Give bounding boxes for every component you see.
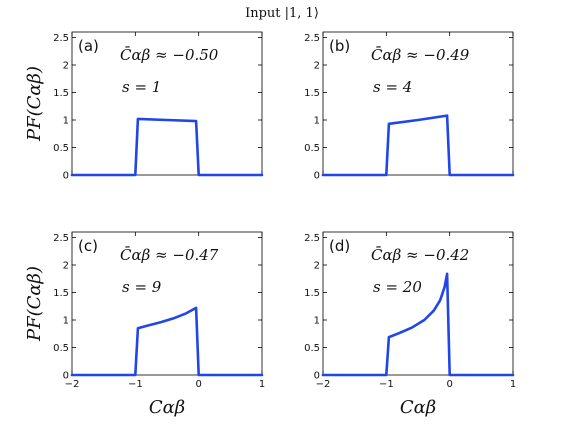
y-tick-label: 0 [63,371,69,382]
x-tick-label: 1 [259,379,265,390]
correlation-annotation: C̄αβ ≈ −0.49 [371,46,470,64]
y-tick-label: 0.5 [304,343,320,354]
y-tick-label: 1 [314,316,320,327]
y-tick-label: 0 [314,171,320,182]
y-tick-label: 1.5 [304,288,320,299]
chart-panel: 0 0.5 1 1.5 2 2.5 (b) C̄αβ ≈ −0.49 s = 4 [304,31,515,182]
panel-label: (d) [329,237,350,255]
y-tick-label: 1.5 [304,88,320,99]
y-tick-label: 0 [63,171,69,182]
y-tick-label: 1.5 [53,88,69,99]
series-line [70,306,264,377]
y-tick-label: 2 [314,61,320,72]
s-annotation: s = 9 [122,278,162,296]
chart-panel: 0 0.5 1 1.5 2 2.5 −2 −1 0 1 (d) C̄αβ ≈ −0.42 s = 20 C… [304,231,516,418]
y-tick-label: 2.5 [53,33,69,44]
y-tick-label: 0.5 [53,343,69,354]
panel-label: (c) [78,237,98,255]
s-annotation: s = 1 [122,78,161,96]
y-tick-label: 2.5 [304,233,320,244]
correlation-annotation: C̄αβ ≈ −0.50 [120,46,219,64]
y-axis-label: PF(Cαβ) [24,66,45,142]
figure-title: Input |1, 1⟩ [245,6,319,21]
y-tick-label: 2.5 [53,233,69,244]
correlation-annotation: C̄αβ ≈ −0.42 [371,246,469,264]
plot-frame [71,231,263,376]
series-line [321,272,515,377]
x-tick-label: 0 [195,379,201,390]
y-tick-label: 0.5 [304,143,320,154]
y-tick-label: 1.5 [53,288,69,299]
x-tick-label: 1 [510,379,516,390]
s-annotation: s = 4 [373,78,412,96]
chart-panel: 0 0.5 1 1.5 2 2.5 −2 −1 0 1 (c) C̄αβ ≈ −0.47 s = 9 PF… [24,231,265,418]
y-tick-label: 0.5 [53,143,69,154]
y-tick-label: 1 [314,116,320,127]
y-tick-label: 0 [314,371,320,382]
y-axis-label: PF(Cαβ) [24,266,45,342]
x-tick-label: −2 [316,379,331,390]
x-tick-label: −1 [128,379,143,390]
y-tick-label: 2 [63,61,69,72]
y-tick-label: 2 [63,261,69,272]
s-annotation: s = 20 [373,278,422,296]
series-line [70,117,264,177]
x-tick-label: −2 [65,379,80,390]
plot-frame [322,31,514,176]
plot-frame [322,231,514,376]
x-axis-label: Cαβ [149,397,185,418]
plot-frame [71,31,263,176]
x-tick-label: 0 [446,379,452,390]
panel-label: (a) [78,37,99,55]
correlation-annotation: C̄αβ ≈ −0.47 [120,246,219,264]
y-tick-label: 1 [63,316,69,327]
y-tick-label: 1 [63,116,69,127]
series-line [321,114,515,177]
x-axis-label: Cαβ [400,397,436,418]
chart-panel: 0 0.5 1 1.5 2 2.5 (a) C̄αβ ≈ −0.50 s = 1 PF(Cαβ) [24,31,264,182]
y-tick-label: 2 [314,261,320,272]
y-tick-label: 2.5 [304,33,320,44]
x-tick-label: −1 [379,379,394,390]
panel-label: (b) [329,37,350,55]
